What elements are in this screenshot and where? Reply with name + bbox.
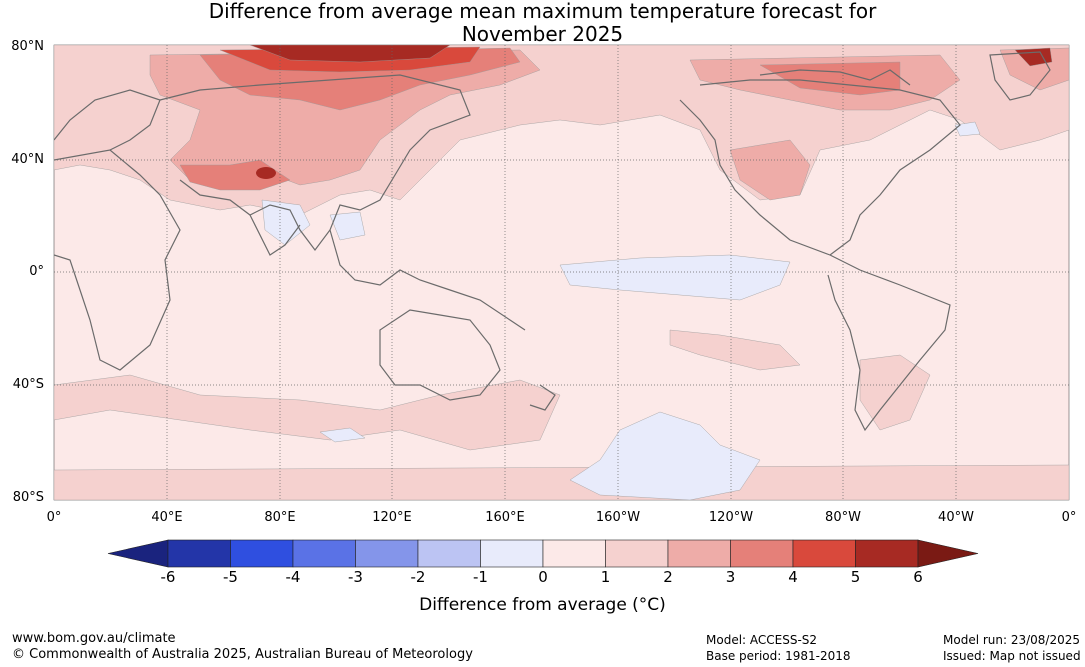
lon-label-80e: 80°E [264, 510, 296, 525]
title-line-1: Difference from average mean maximum tem… [208, 0, 877, 23]
colorbar-tick-label: -2 [410, 568, 426, 586]
lat-label-80s: 80°S [12, 490, 44, 505]
anomaly-1-2-southern-ocean [54, 374, 561, 451]
coast-new-zealand [529, 384, 556, 411]
colorbar-cells [107, 539, 979, 568]
title-line-2: November 2025 [461, 22, 624, 46]
colorbar-tick-label: -1 [473, 568, 488, 586]
colorbar-tick-label: -5 [223, 568, 238, 586]
anomaly-neg-south-china-sea [329, 211, 366, 241]
coastlines [54, 51, 1051, 432]
anomaly-neg-south-pacific [569, 411, 761, 500]
anomaly-neg-southern-ocean [319, 427, 366, 443]
colorbar-tick-label: 3 [725, 568, 736, 586]
lon-label-120e: 120°E [372, 510, 412, 525]
anomaly-2-3-usa [729, 139, 811, 201]
anomaly-neg-pacific-equatorial [559, 254, 791, 301]
colorbar-tick-label: 1 [600, 568, 611, 586]
lat-label-40s: 40°S [12, 377, 44, 392]
colorbar-extend-low [107, 539, 169, 568]
lat-label-0: 0° [29, 264, 44, 279]
coast-europe [54, 89, 161, 151]
footer-base-period: Base period: 1981-2018 [706, 649, 851, 663]
coast-australia [379, 309, 501, 401]
anomaly-1-2-pacific [669, 329, 801, 371]
footer-url: www.bom.gov.au/climate [12, 631, 176, 646]
footer-model: Model: ACCESS-S2 [706, 633, 818, 647]
colorbar-cell [605, 539, 669, 568]
colorbar-tick-label: -3 [348, 568, 363, 586]
coast-greenland [989, 51, 1051, 101]
anomaly-neg-atlantic [954, 121, 981, 137]
anomaly-2-3-greenland [999, 47, 1069, 91]
colorbar-cell [542, 539, 606, 568]
coast-africa [54, 149, 181, 371]
colorbar-extend-high [917, 539, 979, 568]
lon-label-80w: 80°W [825, 510, 861, 525]
anomaly-high-tibet [256, 167, 276, 179]
anomaly-neg-india [261, 199, 311, 246]
colorbar-label: Difference from average (°C) [419, 595, 666, 615]
lon-label-120w: 120°W [708, 510, 754, 525]
colorbar-tick-label: 5 [850, 568, 861, 586]
colorbar-tick-label: 4 [788, 568, 798, 586]
lon-label-40w: 40°W [938, 510, 974, 525]
graticule [54, 45, 1069, 500]
colorbar-cell [355, 539, 419, 568]
coast-india [249, 214, 301, 256]
lat-label-40n: 40°N [11, 152, 44, 167]
lat-label-80n: 80°N [11, 39, 44, 54]
colorbar-tick-label: 0 [538, 568, 548, 586]
lon-label-0-left: 0° [46, 510, 62, 525]
colorbar-cell [792, 539, 856, 568]
colorbar-tick-label: -4 [285, 568, 301, 586]
coast-asia [159, 74, 471, 251]
lon-label-160e: 160°E [485, 510, 525, 525]
lon-label-160w: 160°W [595, 510, 641, 525]
colorbar-tick-label: 6 [913, 568, 923, 586]
map-title: Difference from average mean maximum tem… [0, 0, 1085, 46]
colorbar-cell [667, 539, 731, 568]
coast-arctic-islands [759, 69, 911, 86]
colorbar-tick-label: -6 [160, 568, 176, 586]
footer-copyright: © Commonwealth of Australia 2025, Austra… [12, 647, 473, 662]
coast-south-america [827, 254, 951, 432]
colorbar-cell [480, 539, 544, 568]
coast-north-america [679, 79, 961, 256]
lon-label-40e: 40°E [151, 510, 183, 525]
colorbar-cell [855, 539, 919, 568]
footer-model-run: Model run: 23/08/2025 [943, 633, 1081, 647]
colorbar-cell [730, 539, 794, 568]
anomaly-5-6-arctic [249, 45, 451, 63]
colorbar-cell [167, 539, 231, 568]
colorbar-cell [417, 539, 481, 568]
footer-issued: Issued: Map not issued [943, 649, 1081, 663]
colorbar-tick-label: 2 [663, 568, 673, 586]
anomaly-1-2-south-america [859, 354, 931, 431]
lon-label-0-right: 0° [1061, 510, 1077, 525]
coast-se-asia [329, 229, 526, 331]
colorbar-cell [230, 539, 294, 568]
colorbar-cell [292, 539, 356, 568]
